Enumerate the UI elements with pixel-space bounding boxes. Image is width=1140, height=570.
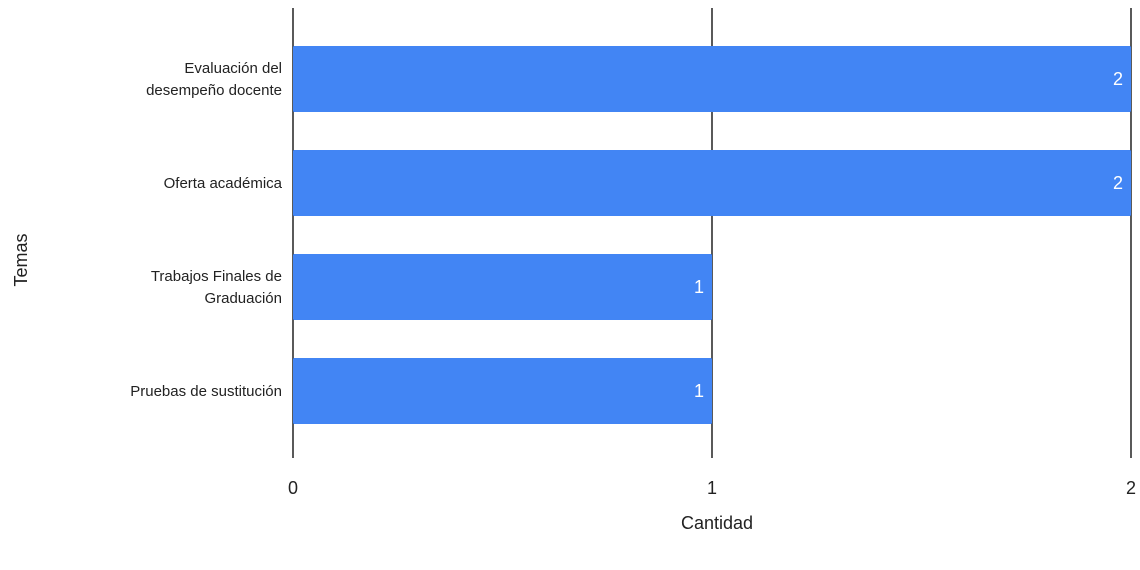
- bar: [293, 358, 712, 424]
- category-label: Oferta académica: [164, 175, 283, 192]
- bars: [293, 46, 1131, 424]
- bar: [293, 254, 712, 320]
- category-label: Trabajos Finales de Graduación: [151, 268, 282, 307]
- category-label-line: desempeño docente: [146, 82, 282, 99]
- category-label: Pruebas de sustitución: [130, 383, 282, 400]
- bar-data-label: 2: [1113, 69, 1123, 89]
- data-labels: 2 2 1 1: [694, 69, 1123, 401]
- bar-data-label: 2: [1113, 173, 1123, 193]
- x-tick-labels: 0 1 2: [288, 478, 1136, 498]
- category-label-line: Trabajos Finales de: [151, 268, 282, 285]
- y-axis-title: Temas: [11, 233, 31, 286]
- bar-data-label: 1: [694, 277, 704, 297]
- category-label-line: Oferta académica: [164, 175, 283, 192]
- bar-data-label: 1: [694, 381, 704, 401]
- x-tick-label: 2: [1126, 478, 1136, 498]
- bar: [293, 46, 1131, 112]
- x-tick-label: 0: [288, 478, 298, 498]
- category-label-line: Graduación: [204, 290, 282, 307]
- x-tick-label: 1: [707, 478, 717, 498]
- x-axis-title: Cantidad: [681, 513, 753, 533]
- category-label-line: Evaluación del: [184, 60, 282, 77]
- bar: [293, 150, 1131, 216]
- category-label: Evaluación del desempeño docente: [146, 60, 282, 99]
- category-label-line: Pruebas de sustitución: [130, 383, 282, 400]
- category-labels: Evaluación del desempeño docente Oferta ac…: [130, 60, 282, 400]
